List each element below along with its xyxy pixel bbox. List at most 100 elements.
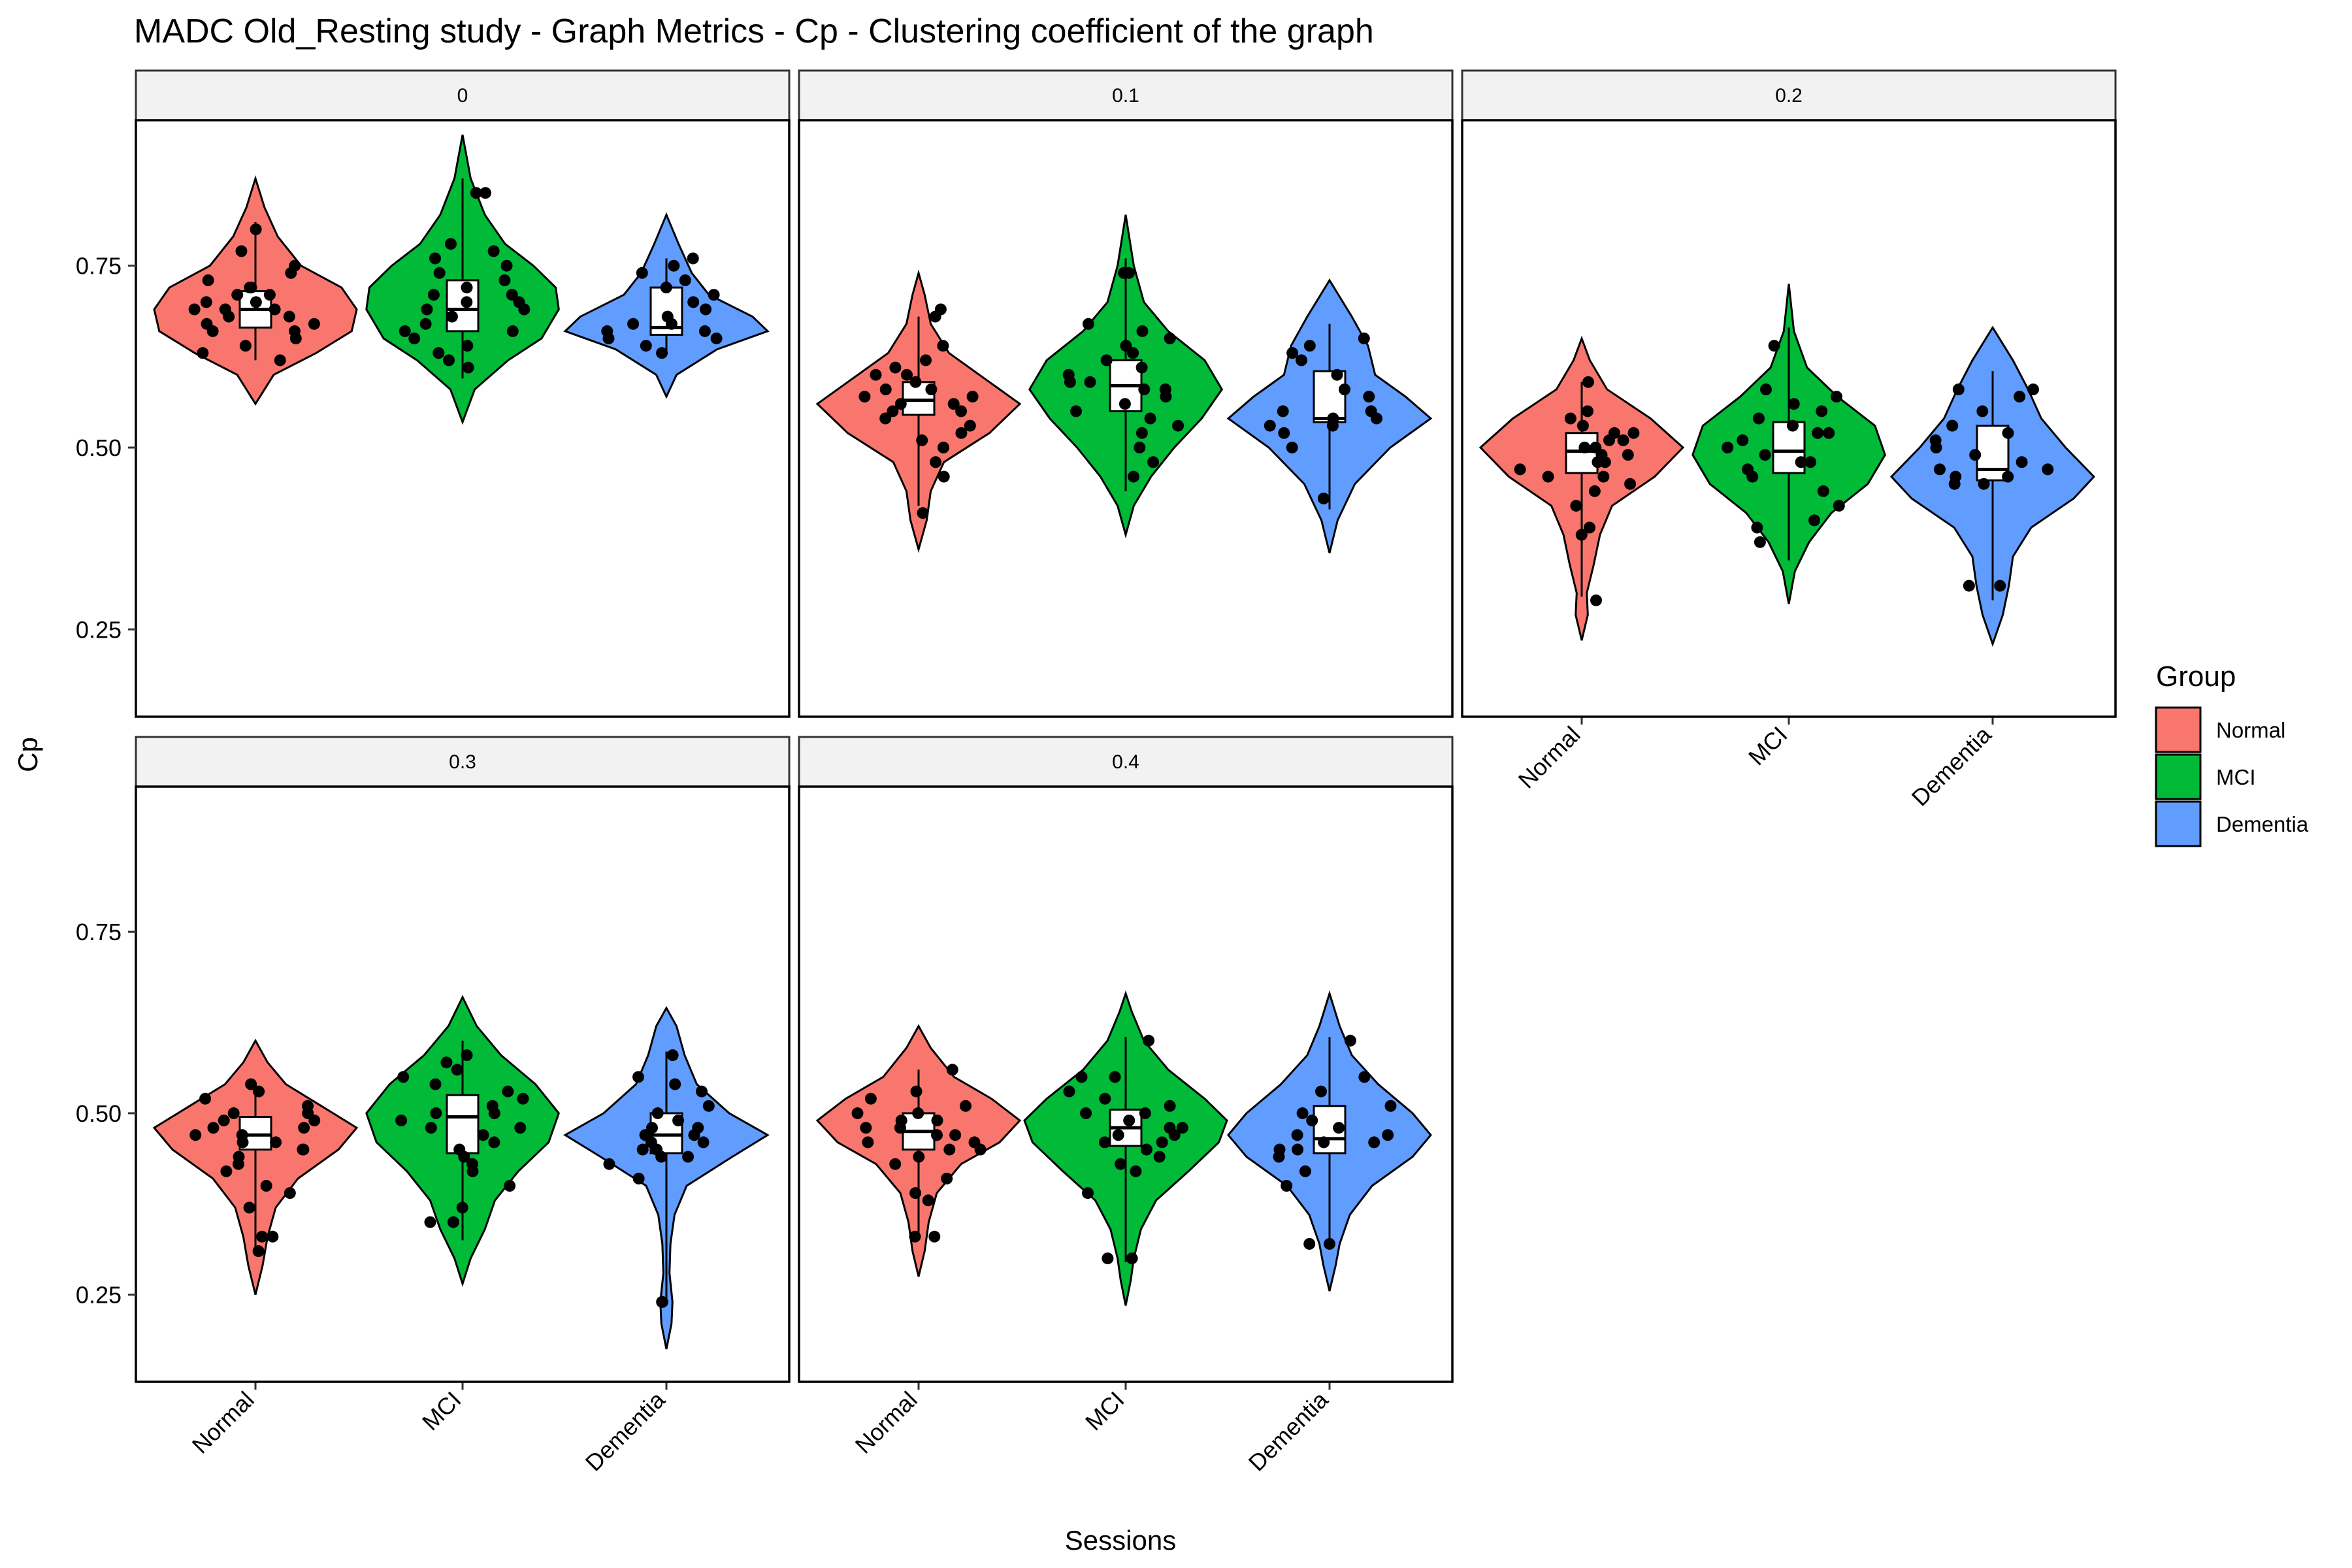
data-point (938, 442, 949, 453)
data-point (1609, 427, 1620, 439)
data-point (697, 1136, 710, 1149)
data-point (1754, 536, 1766, 548)
data-point (925, 384, 938, 395)
data-point (1737, 434, 1749, 446)
data-point (960, 1100, 972, 1112)
legend-label: MCI (2216, 765, 2256, 789)
data-point (250, 223, 262, 235)
legend-key-mci (2155, 753, 2202, 800)
data-point (947, 398, 960, 410)
box-iqr (1565, 432, 1599, 474)
data-point (395, 1115, 408, 1126)
data-point (466, 1158, 478, 1170)
data-point (513, 296, 525, 308)
data-point (433, 347, 445, 359)
data-point (1833, 500, 1845, 512)
data-point (1109, 1071, 1121, 1083)
data-point (202, 274, 214, 286)
facet-panel: 0.1 (798, 69, 1454, 718)
data-point (698, 325, 711, 337)
data-point (941, 1172, 953, 1184)
facet-label: 0.3 (449, 751, 476, 773)
data-point (514, 1122, 527, 1134)
data-point (1140, 1143, 1152, 1156)
data-point (1575, 529, 1588, 541)
data-point (870, 368, 882, 381)
facet-strip (135, 736, 791, 788)
x-tick-label: Normal (187, 1386, 259, 1459)
data-point (1333, 1122, 1345, 1134)
data-point (2002, 427, 2014, 439)
data-point (447, 1216, 459, 1228)
data-point (687, 252, 699, 265)
data-point (1176, 1122, 1188, 1134)
data-point (909, 1230, 921, 1243)
data-point (425, 1122, 437, 1134)
data-point (506, 325, 519, 337)
data-point (1808, 514, 1820, 527)
data-point (1582, 405, 1593, 417)
data-point (498, 274, 511, 286)
data-point (1590, 594, 1602, 606)
data-point (1751, 521, 1763, 534)
data-point (1156, 1136, 1168, 1149)
facet-label: 0.1 (1112, 85, 1139, 106)
data-point (500, 259, 513, 272)
data-point (245, 1078, 257, 1090)
data-point (851, 1107, 864, 1119)
facet-label: 0.4 (1112, 751, 1139, 773)
data-point (700, 303, 712, 316)
data-point (399, 325, 411, 337)
data-point (1123, 1115, 1135, 1126)
data-point (1136, 325, 1149, 337)
data-point (245, 282, 257, 294)
x-tick-label: MCI (1080, 1386, 1130, 1436)
data-point (646, 1122, 658, 1134)
chart-title: MADC Old_Resting study - Graph Metrics -… (134, 12, 1374, 50)
legend: Group Normal MCI Dementia (2155, 661, 2309, 847)
legend-label: Normal (2216, 718, 2285, 742)
data-point (627, 318, 640, 330)
legend-title: Group (2156, 661, 2236, 693)
data-point (1296, 1107, 1309, 1119)
data-point (1590, 442, 1602, 453)
data-point (1831, 391, 1842, 403)
data-point (250, 296, 262, 308)
data-point (1365, 405, 1377, 417)
data-point (640, 340, 652, 352)
data-point (1368, 1136, 1380, 1149)
data-point (710, 333, 723, 344)
data-point (284, 1187, 296, 1200)
data-point (938, 470, 950, 483)
data-point (708, 289, 720, 301)
data-point (219, 303, 231, 316)
x-tick-label: Normal (850, 1386, 923, 1459)
x-axis-title: Sessions (1065, 1525, 1176, 1556)
data-point (274, 354, 286, 367)
data-point (1588, 485, 1601, 497)
data-point (1127, 347, 1139, 359)
data-point (1934, 463, 1946, 476)
data-point (1273, 1143, 1286, 1156)
data-point (2027, 384, 2039, 395)
data-point (920, 354, 932, 367)
legend-label: Dementia (2216, 812, 2309, 836)
legend-key-dementia (2155, 800, 2202, 847)
data-point (424, 1216, 436, 1228)
facet-strip (798, 69, 1454, 122)
data-point (1126, 1252, 1138, 1265)
data-point (427, 289, 440, 301)
data-point (862, 1136, 874, 1149)
data-point (1135, 427, 1148, 439)
data-point (1816, 405, 1828, 417)
data-point (943, 1143, 956, 1156)
data-point (1164, 1122, 1176, 1134)
data-point (656, 1296, 668, 1308)
data-point (504, 1180, 516, 1192)
data-point (2042, 463, 2054, 476)
y-tick-label: 0.75 (76, 253, 122, 280)
data-point (236, 1129, 248, 1141)
data-point (297, 1143, 309, 1156)
facet-label: 0.2 (1775, 85, 1803, 106)
data-point (2014, 391, 2026, 403)
